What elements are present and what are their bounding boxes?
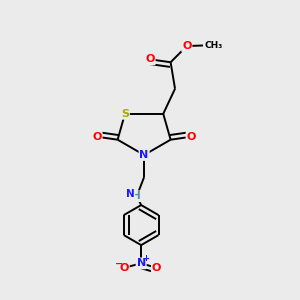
Text: −: − (115, 259, 123, 269)
Text: O: O (145, 54, 155, 64)
Text: N: N (140, 150, 149, 160)
Text: CH₃: CH₃ (205, 41, 223, 50)
Text: O: O (92, 132, 102, 142)
Text: O: O (182, 41, 191, 51)
Text: H: H (132, 191, 141, 201)
Text: O: O (152, 263, 161, 273)
Text: +: + (142, 254, 149, 263)
Text: S: S (121, 109, 129, 119)
Text: O: O (187, 132, 196, 142)
Text: O: O (119, 263, 129, 273)
Text: N: N (136, 258, 146, 268)
Text: N: N (126, 190, 135, 200)
